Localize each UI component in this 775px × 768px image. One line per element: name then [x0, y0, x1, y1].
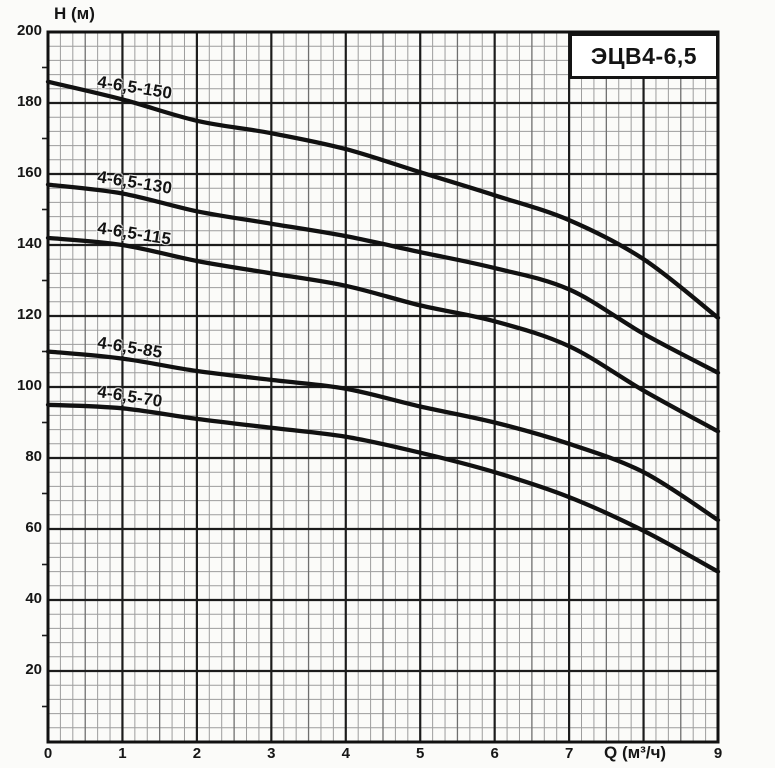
y-tick-100: 100	[16, 377, 42, 394]
y-tick-140: 140	[16, 235, 42, 252]
y-tick-80: 80	[25, 448, 42, 465]
y-tick-40: 40	[25, 590, 42, 607]
y-tick-20: 20	[25, 661, 42, 678]
curve-4-6,5-70	[45, 402, 721, 574]
x-axis-title: Q (м³/ч)	[604, 743, 667, 762]
pump-curves	[45, 79, 721, 574]
x-tick-0: 0	[43, 745, 53, 762]
y-tick-60: 60	[25, 519, 42, 536]
x-tick-7: 7	[564, 745, 574, 762]
x-tick-5: 5	[416, 745, 425, 762]
curve-4-6,5-85	[45, 349, 721, 523]
curve-4-6,5-130	[45, 182, 721, 375]
x-tick-2: 2	[192, 745, 202, 762]
y-tick-200: 200	[16, 22, 42, 39]
y-tick-180: 180	[16, 93, 42, 110]
chart-title: ЭЦВ4-6,5	[590, 42, 698, 69]
curve-4-6,5-150	[45, 79, 721, 320]
y-axis-title: Н (м)	[54, 4, 95, 23]
x-tick-9: 9	[713, 745, 723, 762]
y-tick-120: 120	[16, 306, 42, 323]
y-tick-160: 160	[16, 164, 42, 181]
x-tick-3: 3	[267, 745, 276, 762]
curve-4-6,5-115	[45, 235, 721, 434]
plot-frame	[46, 30, 720, 744]
grid-major-lines	[48, 32, 718, 742]
chart-title-box: ЭЦВ4-6,5	[569, 33, 719, 79]
x-tick-1: 1	[118, 745, 127, 762]
x-tick-6: 6	[490, 745, 499, 762]
x-tick-4: 4	[341, 745, 350, 762]
